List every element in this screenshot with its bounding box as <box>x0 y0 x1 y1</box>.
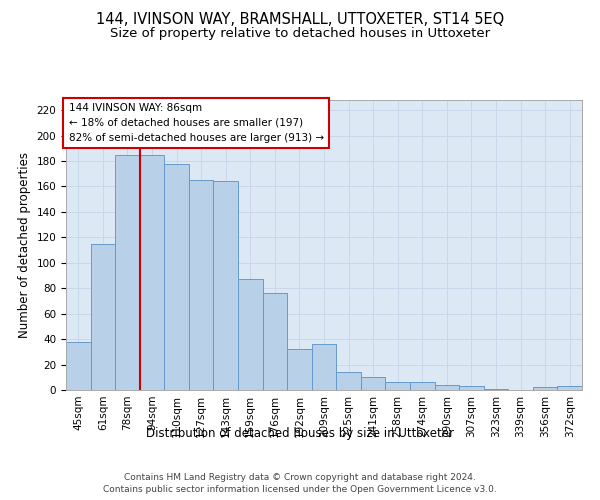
Bar <box>312 344 336 390</box>
Bar <box>557 386 582 390</box>
Bar <box>533 388 557 390</box>
Bar <box>434 385 459 390</box>
Bar <box>263 294 287 390</box>
Bar <box>361 378 385 390</box>
Bar <box>287 350 312 390</box>
Bar <box>385 382 410 390</box>
Bar <box>214 182 238 390</box>
Text: Contains public sector information licensed under the Open Government Licence v3: Contains public sector information licen… <box>103 485 497 494</box>
Bar <box>140 154 164 390</box>
Y-axis label: Number of detached properties: Number of detached properties <box>18 152 31 338</box>
Bar <box>189 180 214 390</box>
Bar <box>164 164 189 390</box>
Bar <box>238 280 263 390</box>
Bar <box>484 388 508 390</box>
Text: Distribution of detached houses by size in Uttoxeter: Distribution of detached houses by size … <box>146 428 454 440</box>
Bar <box>336 372 361 390</box>
Bar <box>66 342 91 390</box>
Bar <box>115 154 140 390</box>
Text: Size of property relative to detached houses in Uttoxeter: Size of property relative to detached ho… <box>110 28 490 40</box>
Text: 144 IVINSON WAY: 86sqm
← 18% of detached houses are smaller (197)
82% of semi-de: 144 IVINSON WAY: 86sqm ← 18% of detached… <box>68 103 324 142</box>
Bar <box>410 382 434 390</box>
Text: Contains HM Land Registry data © Crown copyright and database right 2024.: Contains HM Land Registry data © Crown c… <box>124 472 476 482</box>
Bar <box>459 386 484 390</box>
Text: 144, IVINSON WAY, BRAMSHALL, UTTOXETER, ST14 5EQ: 144, IVINSON WAY, BRAMSHALL, UTTOXETER, … <box>96 12 504 28</box>
Bar <box>91 244 115 390</box>
